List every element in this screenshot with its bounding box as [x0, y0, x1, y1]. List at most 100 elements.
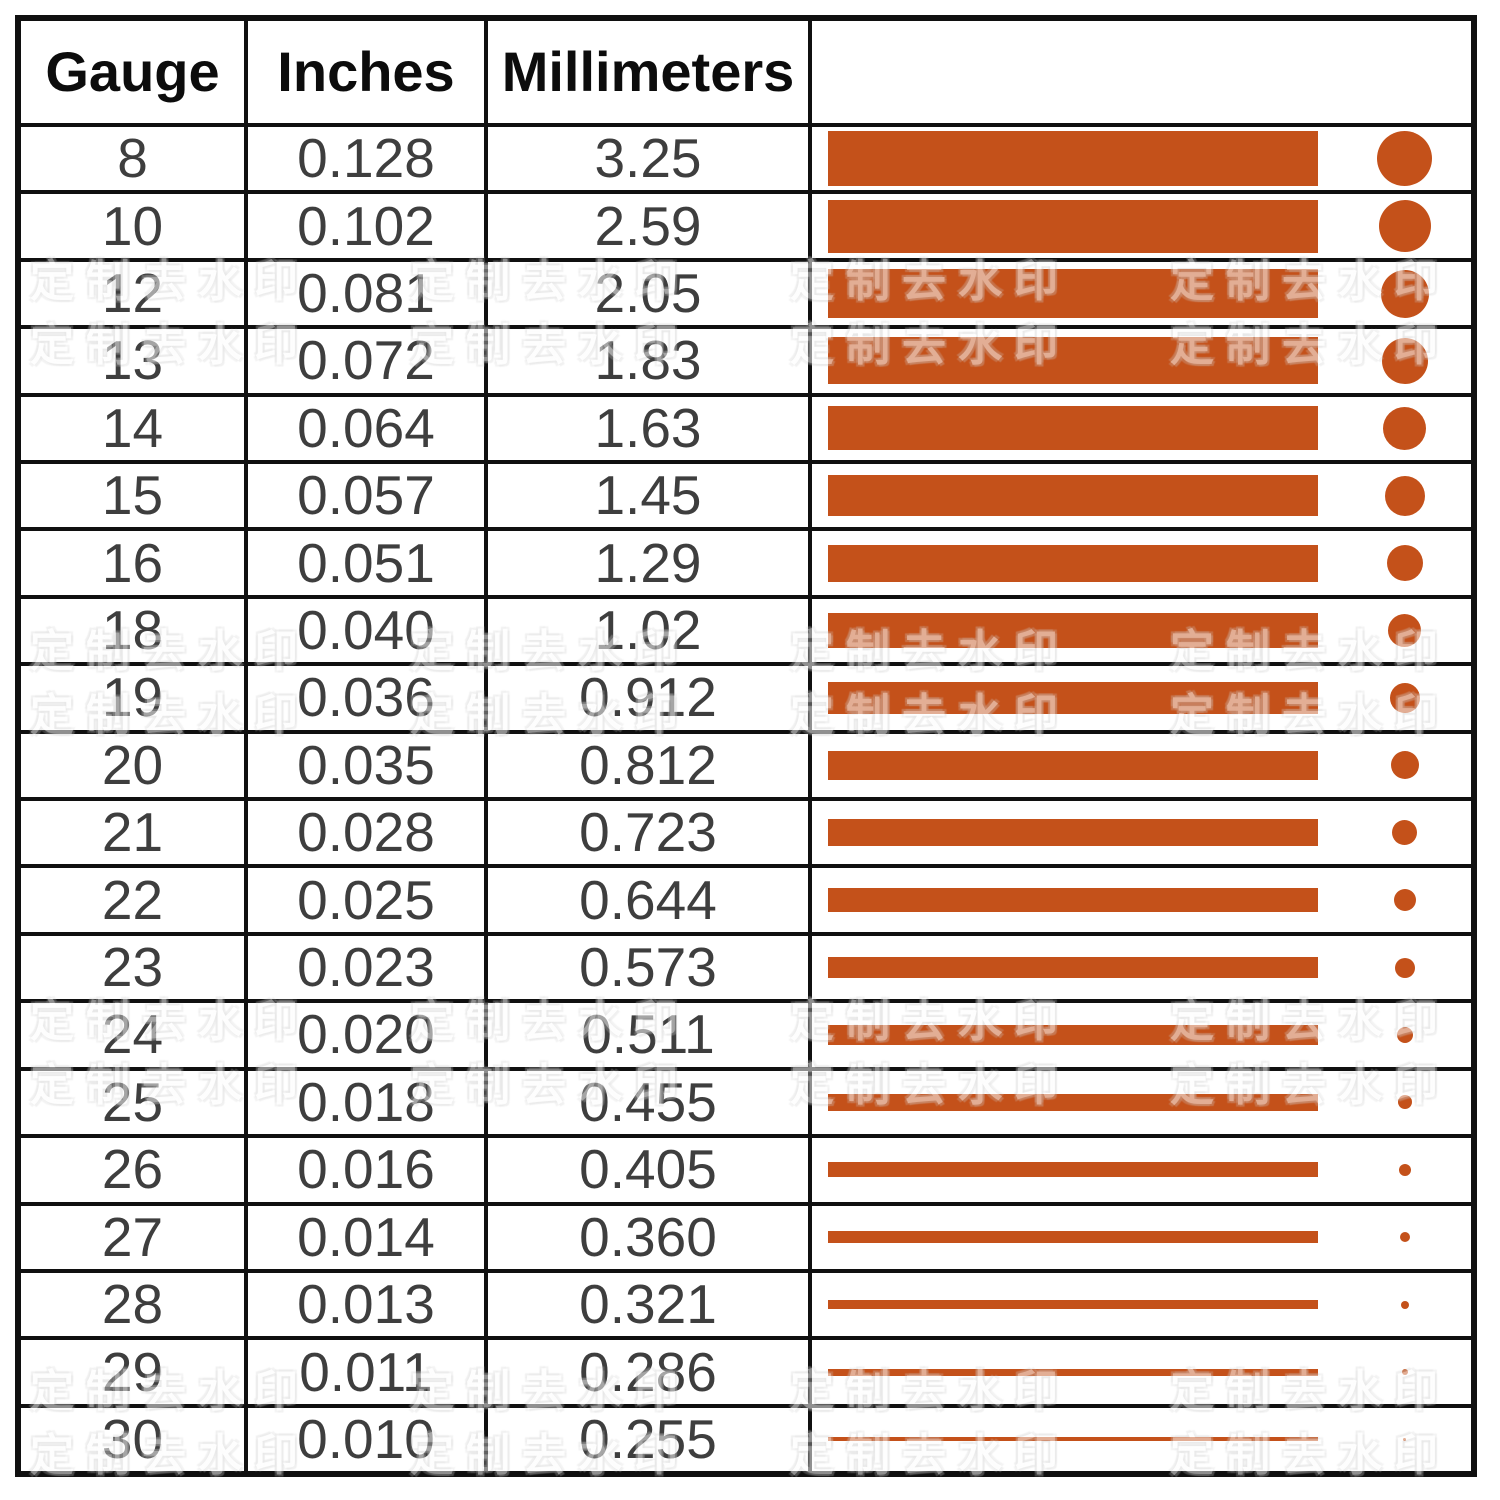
table-row: 14 0.064 1.63	[21, 396, 1471, 465]
inches-value: 0.023	[297, 936, 435, 999]
visual-cell	[812, 734, 1471, 797]
visual-cell	[812, 1138, 1471, 1201]
visual-cell	[812, 1340, 1471, 1403]
table-row: 18 0.040 1.02	[21, 598, 1471, 667]
inches-cell: 0.018	[248, 1070, 488, 1135]
gauge-cell: 30	[21, 1407, 248, 1472]
table-row: 24 0.020 0.511	[21, 1003, 1471, 1071]
wire-cross-section-dot	[1400, 1300, 1409, 1309]
millimeters-value: 1.45	[594, 464, 702, 527]
gauge-cell: 20	[21, 733, 248, 798]
table-row: 20 0.035 0.812	[21, 733, 1471, 802]
dot-zone	[1318, 337, 1471, 384]
millimeters-value: 1.29	[594, 531, 702, 594]
visual-cell	[812, 127, 1471, 190]
dot-zone	[1318, 200, 1471, 253]
inches-cell: 0.010	[248, 1407, 488, 1472]
gauge-cell: 19	[21, 666, 248, 730]
inches-cell: 0.051	[248, 531, 488, 595]
table-row: 16 0.051 1.29	[21, 531, 1471, 599]
millimeters-cell: 0.644	[488, 868, 812, 932]
visual-cell	[812, 868, 1471, 931]
visual-cell	[812, 397, 1471, 460]
inches-value: 0.040	[297, 599, 435, 662]
dot-zone	[1318, 1163, 1471, 1176]
wire-thickness-bar	[828, 337, 1318, 385]
inches-cell: 0.013	[248, 1272, 488, 1337]
inches-cell: 0.064	[248, 396, 488, 461]
gauge-cell: 23	[21, 935, 248, 1000]
inches-cell: 0.014	[248, 1205, 488, 1269]
inches-cell: 0.035	[248, 733, 488, 798]
gauge-value: 27	[101, 1205, 164, 1268]
millimeters-cell: 0.255	[488, 1407, 812, 1472]
gauge-cell: 24	[21, 1003, 248, 1067]
dot-zone	[1318, 614, 1471, 648]
wire-thickness-bar	[828, 199, 1318, 253]
dot-zone	[1318, 1232, 1471, 1243]
wire-thickness-bar	[828, 544, 1318, 582]
conversion-table: Gauge Inches Millimeters 8 0.128 3.25	[15, 15, 1477, 1477]
millimeters-cell: 1.45	[488, 464, 812, 528]
millimeters-value: 0.455	[579, 1070, 717, 1133]
wire-thickness-bar	[828, 1300, 1318, 1310]
table-row: 29 0.011 0.286	[21, 1340, 1471, 1408]
inches-value: 0.028	[297, 801, 435, 864]
gauge-value: 10	[101, 194, 164, 257]
millimeters-value: 0.723	[579, 801, 717, 864]
dot-zone	[1318, 131, 1471, 187]
wire-thickness-bar	[828, 819, 1318, 847]
gauge-cell: 13	[21, 329, 248, 393]
wire-cross-section-dot	[1401, 1369, 1408, 1376]
millimeters-cell: 0.573	[488, 935, 812, 1000]
wire-cross-section-dot	[1388, 614, 1421, 648]
inches-cell: 0.128	[248, 127, 488, 191]
millimeters-cell: 2.59	[488, 194, 812, 258]
wire-thickness-bar	[828, 131, 1318, 187]
inches-cell: 0.028	[248, 801, 488, 865]
visual-cell	[812, 1071, 1471, 1134]
dot-zone	[1318, 475, 1471, 516]
wire-cross-section-dot	[1403, 1437, 1406, 1441]
inches-cell: 0.025	[248, 868, 488, 932]
table-row: 30 0.010 0.255	[21, 1407, 1471, 1472]
gauge-cell: 27	[21, 1205, 248, 1269]
inches-value: 0.013	[297, 1273, 435, 1336]
inches-value: 0.010	[297, 1407, 435, 1470]
gauge-value: 26	[101, 1138, 164, 1201]
millimeters-cell: 1.83	[488, 329, 812, 393]
wire-thickness-bar	[828, 1368, 1318, 1376]
table-row: 22 0.025 0.644	[21, 868, 1471, 936]
gauge-cell: 14	[21, 396, 248, 461]
gauge-value: 23	[101, 936, 164, 999]
dot-zone	[1318, 545, 1471, 582]
inches-value: 0.081	[297, 262, 435, 325]
inches-value: 0.036	[297, 666, 435, 729]
millimeters-value: 2.59	[594, 194, 702, 257]
wire-thickness-bar	[828, 1024, 1318, 1045]
table-row: 28 0.013 0.321	[21, 1272, 1471, 1341]
millimeters-value: 0.360	[579, 1205, 717, 1268]
wire-thickness-bar	[828, 750, 1318, 780]
table-row: 8 0.128 3.25	[21, 127, 1471, 195]
millimeters-value: 1.02	[594, 599, 702, 662]
gauge-value: 12	[101, 262, 164, 325]
visual-cell	[812, 1273, 1471, 1336]
inches-cell: 0.081	[248, 261, 488, 326]
millimeters-value: 3.25	[594, 127, 702, 190]
inches-cell: 0.102	[248, 194, 488, 258]
wire-thickness-bar	[828, 1093, 1318, 1111]
gauge-cell: 15	[21, 464, 248, 528]
gauge-cell: 12	[21, 261, 248, 326]
header-cell-visual	[812, 21, 1471, 123]
gauge-cell: 8	[21, 127, 248, 191]
wire-thickness-bar	[828, 1231, 1318, 1244]
dot-zone	[1318, 1369, 1471, 1376]
wire-cross-section-dot	[1380, 269, 1429, 318]
table-row: 15 0.057 1.45	[21, 464, 1471, 532]
dot-zone	[1318, 1095, 1471, 1110]
visual-cell	[812, 1003, 1471, 1066]
gauge-cell: 10	[21, 194, 248, 258]
gauge-value: 21	[101, 801, 164, 864]
inches-cell: 0.036	[248, 666, 488, 730]
